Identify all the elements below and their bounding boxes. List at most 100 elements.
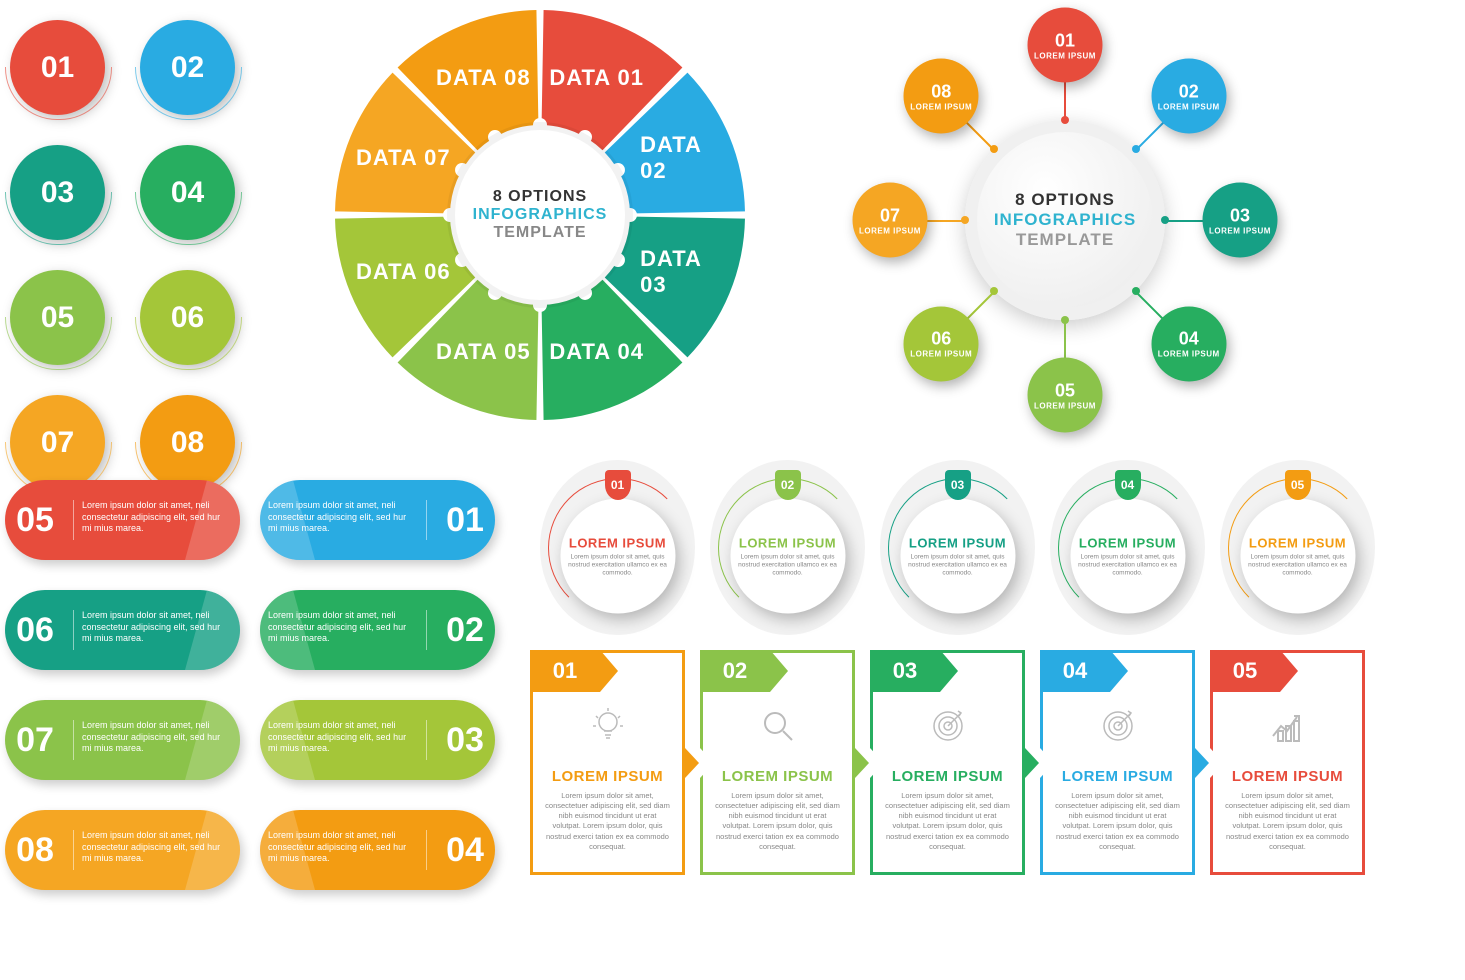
banner-text: Lorem ipsum dolor sit amet, neli consect… bbox=[260, 610, 435, 650]
banner-num: 08 bbox=[5, 831, 65, 870]
step-notch-in bbox=[1040, 748, 1054, 778]
pie-center-line3: TEMPLATE bbox=[493, 224, 586, 242]
number-circles-grid: 01 02 03 04 05 06 07 08 bbox=[10, 20, 260, 490]
step-title: LOREM IPSUM bbox=[715, 768, 840, 785]
shield-item-03: 03LOREM IPSUMLorem ipsum dolor sit amet,… bbox=[880, 460, 1035, 635]
step-card-01: 01.step-card:nth-child(1) .corner::after… bbox=[530, 650, 685, 875]
shield-inner: LOREM IPSUMLorem ipsum dolor sit amet, q… bbox=[560, 499, 675, 614]
number-circle-label: 07 bbox=[41, 426, 74, 460]
step-card-04: 04.step-card:nth-child(4) .corner::after… bbox=[1040, 650, 1195, 875]
radial-node-num: 06 bbox=[931, 329, 951, 350]
step-desc: Lorem ipsum dolor sit amet, consectetuer… bbox=[1055, 791, 1180, 852]
shield-title: LOREM IPSUM bbox=[1249, 536, 1346, 551]
shield-desc: Lorem ipsum dolor sit amet, quis nostrud… bbox=[1248, 554, 1347, 577]
step-corner: 02 bbox=[700, 650, 770, 692]
number-circle-label: 06 bbox=[171, 301, 204, 335]
banner-left-05: 05Lorem ipsum dolor sit amet, neli conse… bbox=[5, 480, 240, 560]
step-title: LOREM IPSUM bbox=[1055, 768, 1180, 785]
target-icon bbox=[885, 706, 1010, 756]
step-desc: Lorem ipsum dolor sit amet, consectetuer… bbox=[885, 791, 1010, 852]
shield-circles-row: 01LOREM IPSUMLorem ipsum dolor sit amet,… bbox=[540, 460, 1375, 635]
banner-text: Lorem ipsum dolor sit amet, neli consect… bbox=[65, 720, 240, 760]
radial-node-num: 02 bbox=[1179, 81, 1199, 102]
number-circle-08: 08 bbox=[140, 395, 235, 490]
banner-right-04: 04Lorem ipsum dolor sit amet, neli conse… bbox=[260, 810, 495, 890]
radial-node-num: 08 bbox=[931, 81, 951, 102]
radial-center-line1: 8 OPTIONS bbox=[1015, 190, 1115, 210]
number-circle-label: 03 bbox=[41, 176, 74, 210]
banner-text: Lorem ipsum dolor sit amet, neli consect… bbox=[65, 500, 240, 540]
step-title: LOREM IPSUM bbox=[1225, 768, 1350, 785]
radial-node-num: 07 bbox=[880, 205, 900, 226]
step-corner: 03 bbox=[870, 650, 940, 692]
radial-dot bbox=[990, 145, 998, 153]
step-corner: 04 bbox=[1040, 650, 1110, 692]
radial-node-03: 03LOREM IPSUM bbox=[1203, 183, 1278, 258]
step-desc: Lorem ipsum dolor sit amet, consectetuer… bbox=[715, 791, 840, 852]
radial-node-label: LOREM IPSUM bbox=[1158, 102, 1220, 111]
number-circle-label: 05 bbox=[41, 301, 74, 335]
banner-text: Lorem ipsum dolor sit amet, neli consect… bbox=[65, 610, 240, 650]
radial-node-num: 01 bbox=[1055, 30, 1075, 51]
radial-dot bbox=[961, 216, 969, 224]
banner-num: 03 bbox=[435, 721, 495, 760]
radial-node-06: 06LOREM IPSUM bbox=[904, 306, 979, 381]
shield-badge: 01 bbox=[605, 470, 631, 500]
step-title: LOREM IPSUM bbox=[545, 768, 670, 785]
radial-node-label: LOREM IPSUM bbox=[1209, 226, 1271, 235]
shield-item-02: 02LOREM IPSUMLorem ipsum dolor sit amet,… bbox=[710, 460, 865, 635]
number-circle-label: 04 bbox=[171, 176, 204, 210]
pie-slice-label-2: DATA 02 bbox=[640, 132, 713, 184]
step-card-03: 03.step-card:nth-child(3) .corner::after… bbox=[870, 650, 1025, 875]
banner-text: Lorem ipsum dolor sit amet, neli consect… bbox=[260, 830, 435, 870]
radial-node-05: 05LOREM IPSUM bbox=[1028, 358, 1103, 433]
step-title: LOREM IPSUM bbox=[885, 768, 1010, 785]
shield-badge: 03 bbox=[945, 470, 971, 500]
pie-slice-label-5: DATA 05 bbox=[436, 339, 531, 365]
step-desc: Lorem ipsum dolor sit amet, consectetuer… bbox=[545, 791, 670, 852]
shield-item-04: 04LOREM IPSUMLorem ipsum dolor sit amet,… bbox=[1050, 460, 1205, 635]
radial-center-line3: TEMPLATE bbox=[1016, 230, 1114, 250]
shield-desc: Lorem ipsum dolor sit amet, quis nostrud… bbox=[1078, 554, 1177, 577]
number-circle-06: 06 bbox=[140, 270, 235, 365]
step-desc: Lorem ipsum dolor sit amet, consectetuer… bbox=[1225, 791, 1350, 852]
step-notch-in bbox=[1210, 748, 1224, 778]
banner-num: 06 bbox=[5, 611, 65, 650]
pie-slice-label-4: DATA 04 bbox=[549, 339, 644, 365]
step-card-02: 02.step-card:nth-child(2) .corner::after… bbox=[700, 650, 855, 875]
radial-node-label: LOREM IPSUM bbox=[1034, 401, 1096, 410]
number-circle-07: 07 bbox=[10, 395, 105, 490]
banner-left-08: 08Lorem ipsum dolor sit amet, neli conse… bbox=[5, 810, 240, 890]
radial-node-label: LOREM IPSUM bbox=[859, 226, 921, 235]
target-icon bbox=[1055, 706, 1180, 756]
banner-text: Lorem ipsum dolor sit amet, neli consect… bbox=[260, 720, 435, 760]
number-circle-04: 04 bbox=[140, 145, 235, 240]
pie-slice-label-6: DATA 06 bbox=[356, 259, 451, 285]
banner-text: Lorem ipsum dolor sit amet, neli consect… bbox=[65, 830, 240, 870]
banner-num: 07 bbox=[5, 721, 65, 760]
banner-num: 02 bbox=[435, 611, 495, 650]
radial-dot bbox=[1061, 116, 1069, 124]
shield-desc: Lorem ipsum dolor sit amet, quis nostrud… bbox=[908, 554, 1007, 577]
number-circle-02: 02 bbox=[140, 20, 235, 115]
radial-node-num: 03 bbox=[1230, 205, 1250, 226]
banner-text: Lorem ipsum dolor sit amet, neli consect… bbox=[260, 500, 435, 540]
number-circle-01: 01 bbox=[10, 20, 105, 115]
banner-left-07: 07Lorem ipsum dolor sit amet, neli conse… bbox=[5, 700, 240, 780]
pie-slice-label-8: DATA 08 bbox=[436, 65, 531, 91]
step-notch-out bbox=[685, 748, 699, 778]
shield-item-05: 05LOREM IPSUMLorem ipsum dolor sit amet,… bbox=[1220, 460, 1375, 635]
radial-node-label: LOREM IPSUM bbox=[1158, 350, 1220, 359]
shield-item-01: 01LOREM IPSUMLorem ipsum dolor sit amet,… bbox=[540, 460, 695, 635]
step-corner: 01 bbox=[530, 650, 600, 692]
radial-center-line2: INFOGRAPHICS bbox=[994, 210, 1136, 230]
step-notch-out bbox=[1025, 748, 1039, 778]
number-circle-03: 03 bbox=[10, 145, 105, 240]
step-card-05: 05.step-card:nth-child(5) .corner::after… bbox=[1210, 650, 1365, 875]
radial-node-num: 05 bbox=[1055, 380, 1075, 401]
pie-center-line2: INFOGRAPHICS bbox=[473, 206, 608, 224]
pie-center: 8 OPTIONS INFOGRAPHICS TEMPLATE bbox=[455, 130, 625, 300]
banner-num: 04 bbox=[435, 831, 495, 870]
step-notch-out bbox=[855, 748, 869, 778]
radial-diagram: 8 OPTIONS INFOGRAPHICS TEMPLATE 01 LOREM … bbox=[830, 10, 1300, 430]
